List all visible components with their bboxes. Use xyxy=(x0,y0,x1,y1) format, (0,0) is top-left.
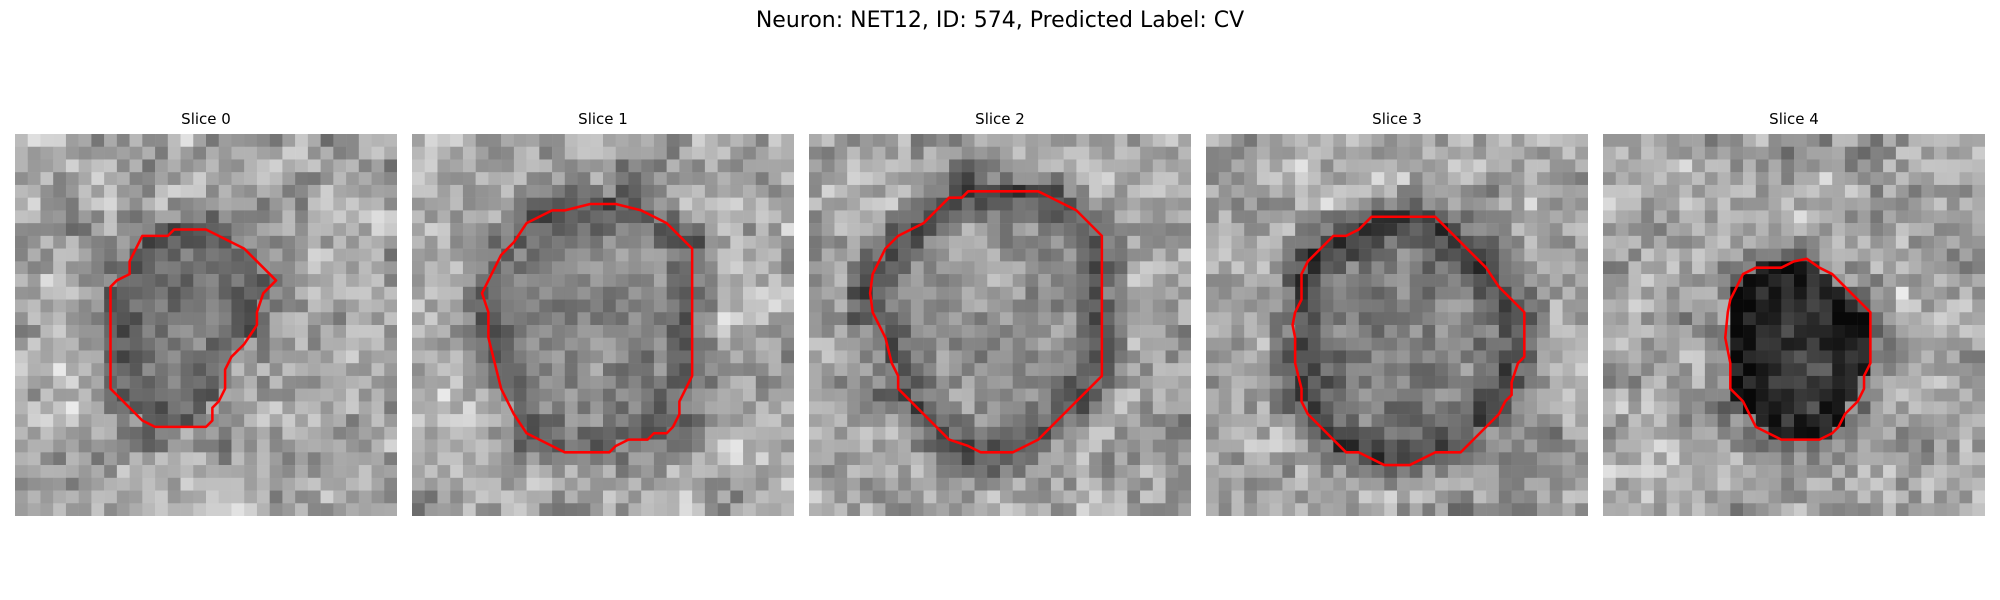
em-image-pixels xyxy=(1603,134,1985,516)
em-image-pixels xyxy=(1206,134,1588,516)
slice-image-2 xyxy=(809,134,1191,516)
slice-title-4: Slice 4 xyxy=(1769,110,1819,128)
figure-title: Neuron: NET12, ID: 574, Predicted Label:… xyxy=(755,8,1245,33)
slice-image-0 xyxy=(15,134,397,516)
slice-title-1: Slice 1 xyxy=(578,110,628,128)
slice-title-3: Slice 3 xyxy=(1372,110,1422,128)
slice-image-3 xyxy=(1206,134,1588,516)
cell-contour xyxy=(109,228,278,429)
cell-contour xyxy=(480,202,694,454)
slice-title-0: Slice 0 xyxy=(181,110,231,128)
slice-image-4 xyxy=(1603,134,1985,516)
cell-contour xyxy=(868,190,1104,454)
em-image-pixels xyxy=(412,134,794,516)
slice-title-2: Slice 2 xyxy=(975,110,1025,128)
cell-contour xyxy=(1291,215,1526,467)
em-image-pixels xyxy=(15,134,397,516)
cell-contour xyxy=(1723,257,1872,441)
em-image-pixels xyxy=(809,134,1191,516)
slice-image-1 xyxy=(412,134,794,516)
